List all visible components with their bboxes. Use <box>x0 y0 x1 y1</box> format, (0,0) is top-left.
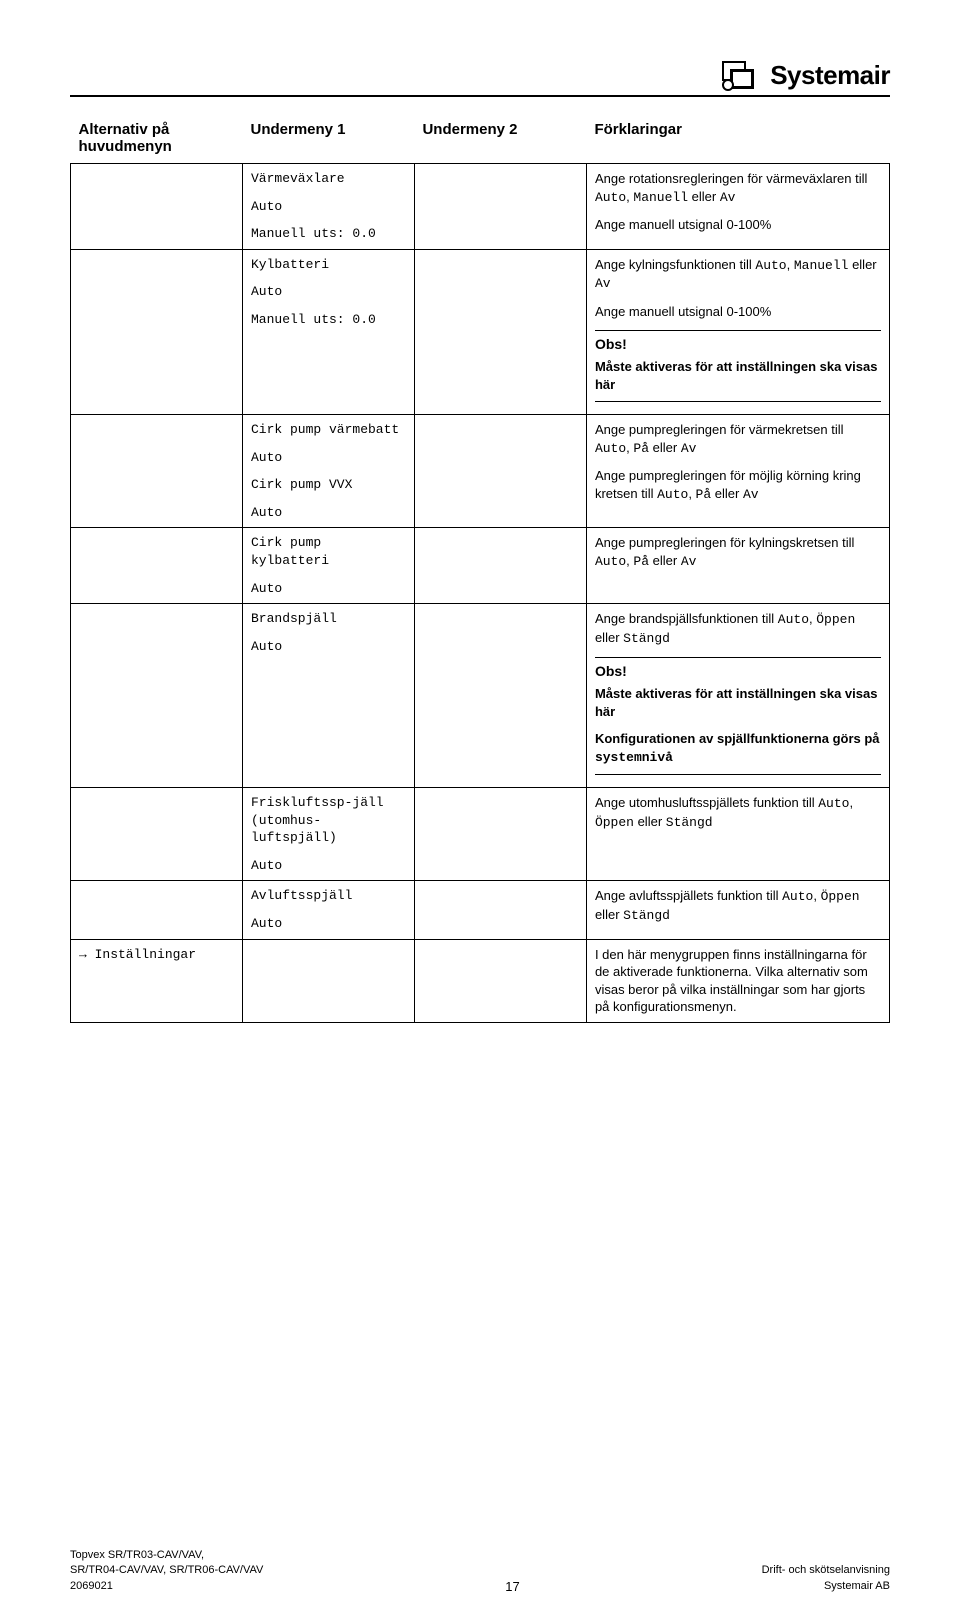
table-row: Cirk pump kylbatteri Auto Ange pumpregle… <box>71 528 890 604</box>
submenu-value: Manuell uts: 0.0 <box>251 311 406 329</box>
brand-logo: Systemair <box>722 60 890 91</box>
brand-name: Systemair <box>770 60 890 91</box>
menu-table: Alternativ på huvudmenyn Undermeny 1 Und… <box>70 115 890 1023</box>
table-row: Brandspjäll Auto Ange brandspjällsfunkti… <box>71 604 890 788</box>
explanation-text: Ange manuell utsignal 0-100% <box>595 216 881 234</box>
submenu-value: Auto <box>251 638 406 656</box>
submenu-value: Cirk pump VVX <box>251 476 406 494</box>
submenu-value: Auto <box>251 198 406 216</box>
explanation-text: I den här menygruppen finns inställninga… <box>586 939 889 1022</box>
submenu-value: Avluftsspjäll <box>251 887 406 905</box>
table-row: Värmeväxlare Auto Manuell uts: 0.0 Ange … <box>71 164 890 250</box>
submenu-value: Kylbatteri <box>251 256 406 274</box>
table-row: Kylbatteri Auto Manuell uts: 0.0 Ange ky… <box>71 249 890 415</box>
explanation-text: Ange rotationsregleringen för värmeväxla… <box>595 170 881 206</box>
submenu-value: Cirk pump kylbatteri <box>251 534 406 569</box>
mainmenu-value: → Inställningar <box>71 939 243 1022</box>
submenu-value: Auto <box>251 857 406 875</box>
note-text: Konfigurationen av spjällfunktionerna gö… <box>595 730 881 775</box>
submenu-value: Friskluftssp-jäll (utomhus-luftspjäll) <box>251 794 406 847</box>
note-text: Måste aktiveras för att inställningen sk… <box>595 358 881 402</box>
submenu-value: Värmeväxlare <box>251 170 406 188</box>
explanation-text: Ange brandspjällsfunktionen till Auto, Ö… <box>595 610 881 647</box>
footer-company: Systemair AB <box>762 1579 890 1594</box>
explanation-text: Ange pumpregleringen för värmekretsen ti… <box>595 421 881 457</box>
submenu-value: Auto <box>251 283 406 301</box>
table-row: Avluftsspjäll Auto Ange avluftsspjällets… <box>71 881 890 939</box>
explanation-text: Ange avluftsspjällets funktion till Auto… <box>595 887 881 924</box>
explanation-text: Ange manuell utsignal 0-100% <box>595 303 881 321</box>
footer-docnum: 2069021 <box>70 1579 263 1594</box>
explanation-text: Ange pumpregleringen för kylningskretsen… <box>595 534 881 570</box>
col-header-expl: Förklaringar <box>586 115 889 164</box>
explanation-text: Ange pumpregleringen för möjlig körning … <box>595 467 881 503</box>
note-text: Måste aktiveras för att inställningen sk… <box>595 685 881 720</box>
note-title: Obs! <box>595 335 881 354</box>
note-title: Obs! <box>595 662 881 681</box>
footer-product-line1: Topvex SR/TR03-CAV/VAV, <box>70 1548 263 1563</box>
submenu-value: Auto <box>251 915 406 933</box>
submenu-value: Auto <box>251 449 406 467</box>
col-header-sub2: Undermeny 2 <box>414 115 586 164</box>
logo-icon <box>722 61 764 91</box>
explanation-text: Ange utomhusluftsspjällets funktion till… <box>595 794 881 831</box>
submenu-value: Manuell uts: 0.0 <box>251 225 406 243</box>
page-footer: Topvex SR/TR03-CAV/VAV, SR/TR04-CAV/VAV,… <box>70 1548 890 1594</box>
col-header-main: Alternativ på huvudmenyn <box>71 115 243 164</box>
col-header-sub1: Undermeny 1 <box>242 115 414 164</box>
table-row: Friskluftssp-jäll (utomhus-luftspjäll) A… <box>71 788 890 881</box>
table-row: Cirk pump värmebatt Auto Cirk pump VVX A… <box>71 415 890 528</box>
submenu-value: Auto <box>251 504 406 522</box>
table-row: → Inställningar I den här menygruppen fi… <box>71 939 890 1022</box>
page-header: Systemair <box>70 60 890 97</box>
footer-product-line2: SR/TR04-CAV/VAV, SR/TR06-CAV/VAV <box>70 1563 263 1578</box>
submenu-value: Auto <box>251 580 406 598</box>
submenu-value: Cirk pump värmebatt <box>251 421 406 439</box>
explanation-text: Ange kylningsfunktionen till Auto, Manue… <box>595 256 881 293</box>
footer-doctype: Drift- och skötselanvisning <box>762 1563 890 1578</box>
page-number: 17 <box>505 1579 519 1594</box>
submenu-value: Brandspjäll <box>251 610 406 628</box>
